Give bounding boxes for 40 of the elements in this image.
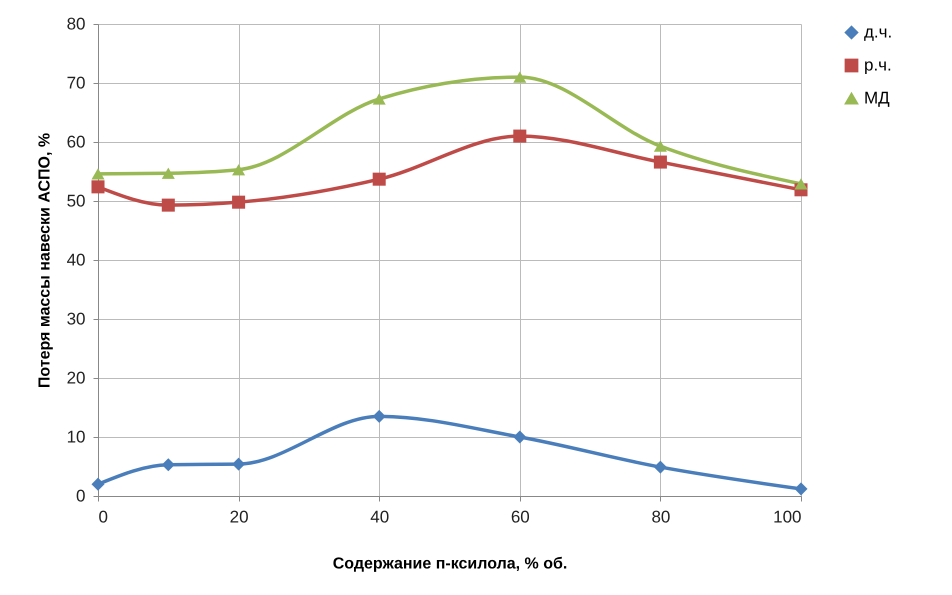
point	[654, 460, 667, 474]
y-tick-label: 20	[66, 368, 86, 388]
point	[91, 478, 105, 491]
x-tick-label: 40	[370, 508, 390, 526]
y-axis-title: Потеря массы навески АСПО, %	[36, 132, 54, 388]
legend-label: МД	[864, 88, 890, 108]
x-tick-label: 0	[98, 508, 108, 526]
legend-label: д.ч.	[864, 22, 892, 42]
point	[513, 430, 526, 444]
point	[232, 164, 246, 176]
point	[794, 178, 808, 190]
point	[372, 93, 386, 105]
point	[372, 172, 386, 186]
point	[91, 168, 105, 180]
point	[794, 482, 808, 496]
y-tick-label: 30	[66, 310, 86, 328]
point	[513, 130, 526, 143]
y-tick-label: 70	[66, 74, 86, 92]
point	[162, 168, 175, 179]
point	[654, 140, 667, 152]
point	[232, 458, 246, 471]
point	[91, 180, 105, 194]
point	[232, 196, 246, 209]
point	[372, 410, 386, 423]
legend-label: р.ч.	[864, 56, 892, 74]
y-tick-label: 50	[66, 192, 86, 210]
point	[654, 156, 667, 169]
y-tick-label: 10	[66, 428, 86, 446]
y-tick-label: 40	[66, 250, 86, 270]
x-tick-label: 100	[773, 508, 802, 526]
point	[513, 71, 526, 83]
y-tick-label: 60	[66, 132, 86, 152]
x-axis-title: Содержание п-ксилола, % об.	[332, 556, 568, 572]
y-tick-label: 80	[66, 14, 86, 34]
x-tick-label: 20	[230, 508, 249, 526]
point	[162, 458, 175, 472]
point	[162, 198, 175, 212]
x-tick-label: 80	[651, 508, 670, 526]
y-tick-label: 0	[76, 486, 86, 506]
x-tick-label: 60	[510, 508, 530, 526]
